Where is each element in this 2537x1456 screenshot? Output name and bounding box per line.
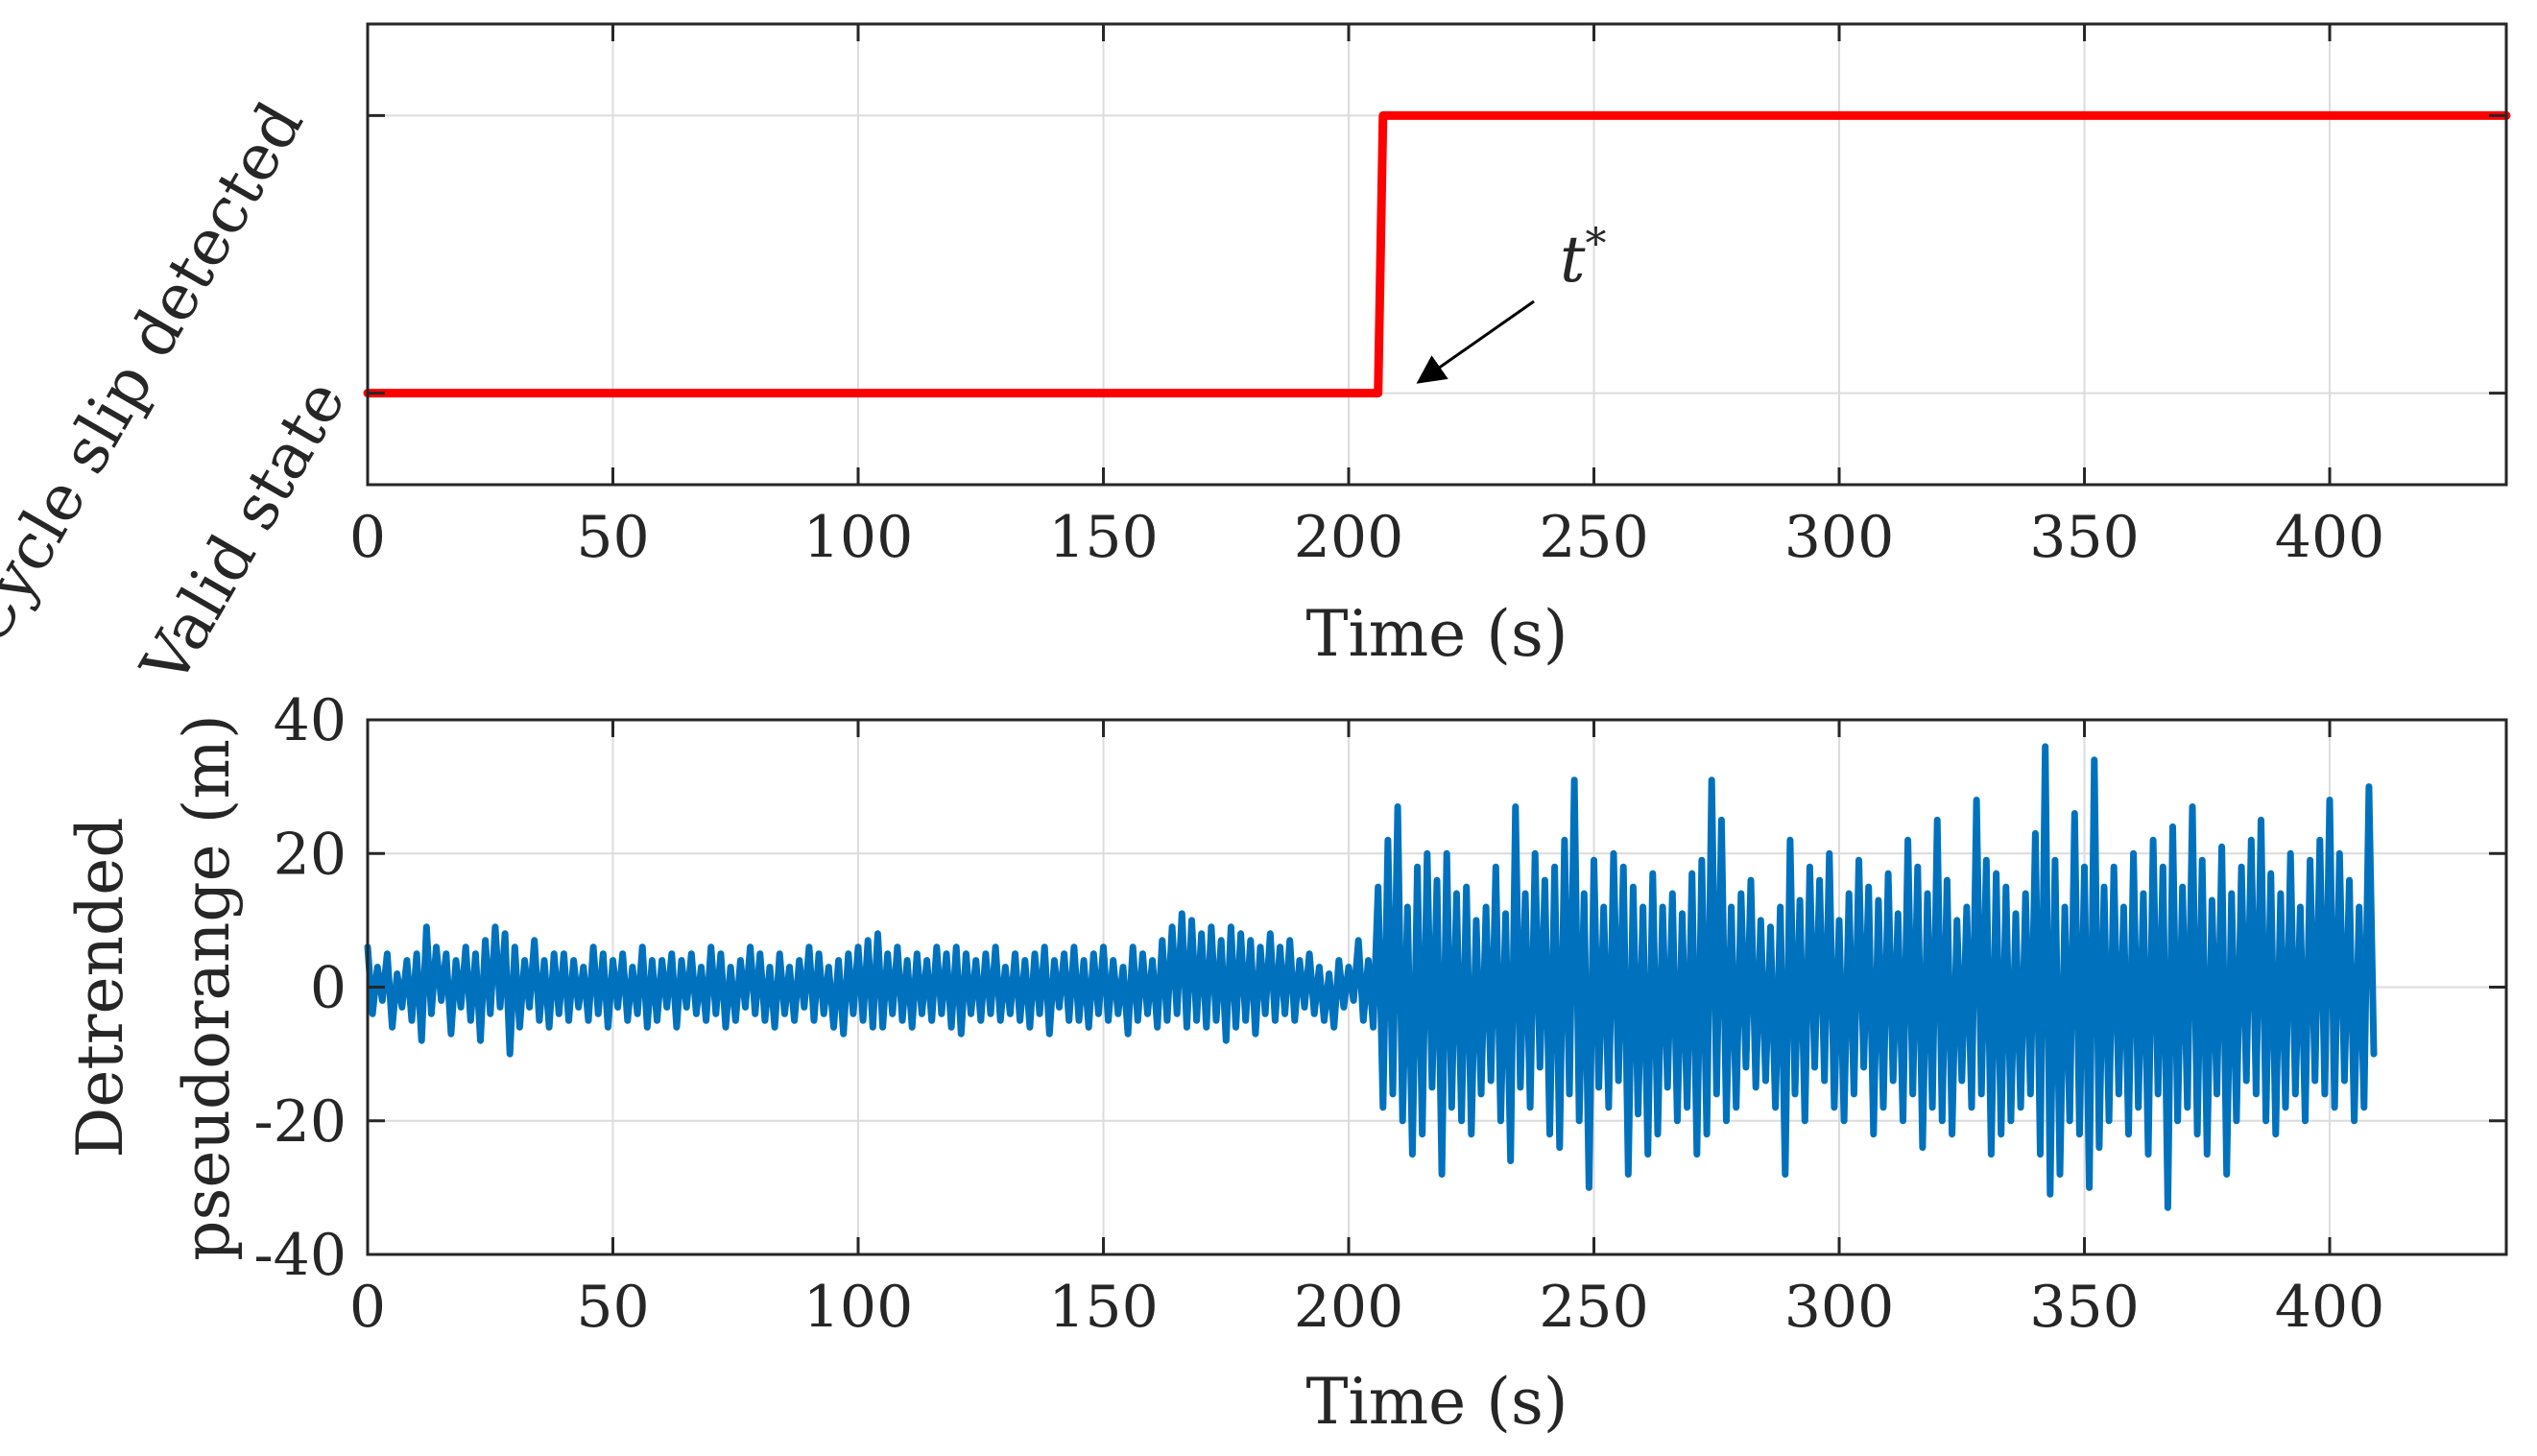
top-y-tick-label: Cycle slip detected [0,90,318,656]
bottom-x-tick-label: 400 [2275,1274,2385,1341]
bottom-x-tick-label: 150 [1048,1274,1159,1341]
top-x-tick-label: 200 [1294,504,1404,571]
bottom-x-tick-label: 50 [576,1274,649,1341]
bottom-y-tick-label: -20 [253,1088,347,1156]
top-x-tick-label: 250 [1539,504,1649,571]
bottom-x-tick-label: 100 [803,1274,914,1341]
top-x-axis-label: Time (s) [1305,597,1568,671]
top-y-tick-label: Valid state [127,368,360,698]
top-x-tick-label: 300 [1784,504,1895,571]
annotation-label: t* [1560,220,1607,297]
top-x-tick-label: 100 [803,504,914,571]
bottom-chart-panel: 0 50 100 150 200 250 300 350 400 -40 -20 0 20 40 Tim… [63,687,2508,1439]
top-axes-box [366,22,2508,487]
bottom-y-axis-label-line1: Detrended [63,817,137,1158]
top-series-line [363,110,2511,398]
bottom-x-tick-label: 250 [1539,1274,1649,1341]
bottom-y-tick-label: 20 [274,821,347,888]
bottom-x-tick-label: 350 [2029,1274,2140,1341]
top-chart-panel: 0 50 100 150 200 250 300 350 400 Valid stateCycl… [0,22,2511,698]
bottom-y-tick-label: 0 [310,955,347,1022]
bottom-series-layer [364,743,2378,1211]
top-x-ticks: 0 50 100 150 200 250 300 350 400 [349,24,2384,571]
annotation-t-star: t* [1416,220,1607,384]
bottom-y-axis-label-line2: pseudorange (m) [170,714,244,1260]
bottom-x-ticks: 0 50 100 150 200 250 300 350 400 [349,720,2384,1341]
annotation-arrow [1416,299,1535,384]
bottom-series-line [364,743,2378,1211]
bottom-x-tick-label: 300 [1784,1274,1895,1341]
bottom-x-tick-label: 200 [1294,1274,1404,1341]
bottom-x-tick-label: 0 [349,1274,386,1341]
bottom-x-axis-label: Time (s) [1305,1365,1568,1439]
top-x-tick-label: 400 [2275,504,2385,571]
top-plot-area [368,24,2506,485]
bottom-y-tick-label: -40 [253,1222,347,1289]
top-x-tick-label: 350 [2029,504,2140,571]
top-x-tick-label: 0 [349,504,386,571]
top-x-tick-label: 150 [1048,504,1159,571]
top-x-tick-label: 50 [576,504,649,571]
bottom-y-ticks: -40 -20 0 20 40 [253,687,2506,1289]
top-series-layer [363,110,2511,398]
bottom-y-tick-label: 40 [274,687,347,754]
